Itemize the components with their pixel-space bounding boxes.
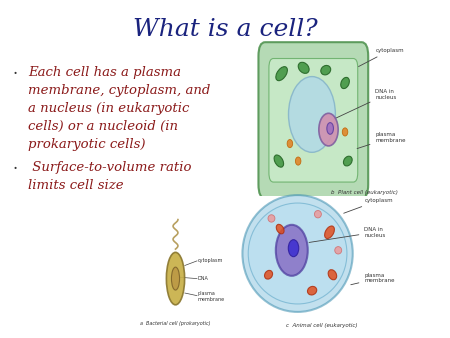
Text: c  Animal cell (eukaryotic): c Animal cell (eukaryotic) <box>286 322 357 328</box>
Ellipse shape <box>335 247 342 254</box>
Ellipse shape <box>265 270 273 279</box>
Text: cytoplasm: cytoplasm <box>344 198 393 213</box>
Ellipse shape <box>343 156 352 166</box>
FancyBboxPatch shape <box>258 42 368 198</box>
Text: DNA: DNA <box>198 276 209 281</box>
Ellipse shape <box>327 123 333 134</box>
Ellipse shape <box>276 225 308 276</box>
Text: cytoplasm: cytoplasm <box>198 258 223 263</box>
Ellipse shape <box>248 203 347 304</box>
Text: cytoplasm: cytoplasm <box>359 48 404 67</box>
Ellipse shape <box>276 67 288 81</box>
Ellipse shape <box>268 215 275 222</box>
Ellipse shape <box>315 211 321 218</box>
Ellipse shape <box>288 240 299 257</box>
Text: DNA in
nucleus: DNA in nucleus <box>309 227 386 242</box>
Ellipse shape <box>321 66 331 75</box>
Text: Surface-to-volume ratio: Surface-to-volume ratio <box>28 161 192 174</box>
Text: limits cell size: limits cell size <box>28 179 124 192</box>
Ellipse shape <box>341 77 349 89</box>
Text: DNA in
nucleus: DNA in nucleus <box>334 89 396 119</box>
Ellipse shape <box>276 224 284 234</box>
Ellipse shape <box>166 252 184 305</box>
Ellipse shape <box>288 77 335 152</box>
Ellipse shape <box>298 62 309 73</box>
Ellipse shape <box>342 128 348 136</box>
Text: plasma
membrane: plasma membrane <box>198 291 225 302</box>
Text: plasma
membrane: plasma membrane <box>357 132 406 149</box>
Text: Each cell has a plasma: Each cell has a plasma <box>28 66 181 79</box>
Ellipse shape <box>324 226 334 239</box>
Text: a  Bacterial cell (prokaryotic): a Bacterial cell (prokaryotic) <box>140 321 211 326</box>
Ellipse shape <box>287 140 292 148</box>
Text: prokaryotic cells): prokaryotic cells) <box>28 138 145 151</box>
Text: What is a cell?: What is a cell? <box>133 18 317 41</box>
Text: b  Plant cell (eukaryotic): b Plant cell (eukaryotic) <box>331 190 398 195</box>
Text: plasma
membrane: plasma membrane <box>351 272 395 285</box>
Ellipse shape <box>307 286 317 295</box>
Text: cells) or a nucleoid (in: cells) or a nucleoid (in <box>28 120 178 133</box>
Ellipse shape <box>328 270 337 280</box>
Ellipse shape <box>319 113 338 146</box>
Text: a nucleus (in eukaryotic: a nucleus (in eukaryotic <box>28 102 189 115</box>
Text: membrane, cytoplasm, and: membrane, cytoplasm, and <box>28 84 211 97</box>
Text: ·: · <box>12 66 17 83</box>
Ellipse shape <box>274 155 284 167</box>
Ellipse shape <box>171 267 180 290</box>
Text: ·: · <box>12 161 17 178</box>
FancyBboxPatch shape <box>269 58 358 182</box>
Ellipse shape <box>243 195 353 312</box>
Ellipse shape <box>295 157 301 165</box>
